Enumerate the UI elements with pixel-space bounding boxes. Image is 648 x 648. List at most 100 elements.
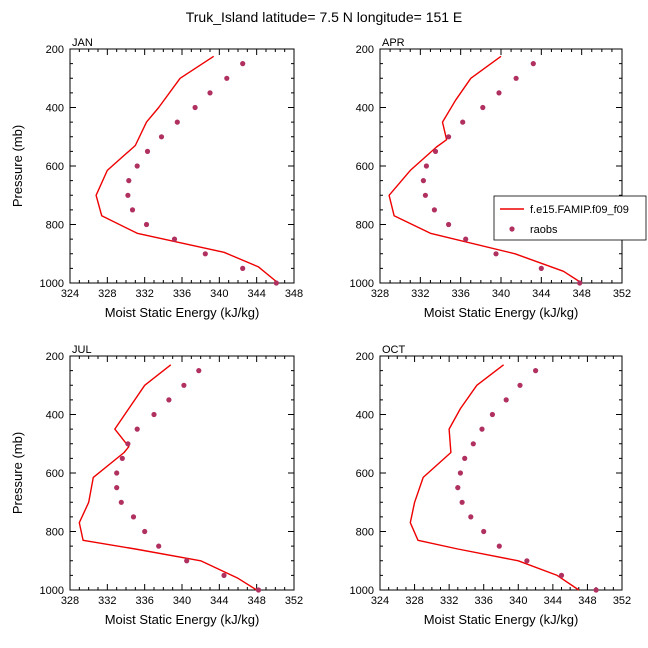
x-tick-label: 340 [492, 288, 510, 300]
x-tick-label: 332 [135, 288, 153, 300]
raobs-marker [420, 178, 426, 184]
y-tick-label: 200 [46, 44, 64, 56]
raobs-marker [184, 558, 190, 564]
raobs-marker [126, 178, 132, 184]
x-tick-label: 328 [98, 288, 116, 300]
raobs-marker [192, 104, 198, 111]
x-tick-label: 340 [509, 595, 527, 607]
raobs-marker [144, 148, 151, 154]
model-profile-line [95, 55, 279, 284]
raobs-marker [130, 514, 137, 520]
raobs-marker [538, 265, 544, 271]
raobs-marker [422, 192, 428, 198]
raobs-marker [125, 441, 131, 447]
raobs-marker [255, 587, 262, 593]
raobs-marker [468, 514, 474, 520]
raobs-marker [593, 587, 599, 593]
raobs-marker [470, 441, 476, 447]
x-tick-label: 348 [572, 288, 590, 300]
raobs-marker [156, 543, 162, 549]
y-tick-label: 400 [356, 410, 374, 422]
raobs-marker [463, 236, 469, 242]
x-axis-label: Moist Static Energy (kJ/kg) [105, 305, 260, 320]
raobs-marker [446, 134, 452, 140]
raobs-marker [455, 485, 461, 491]
y-tick-label: 400 [46, 103, 64, 115]
x-tick-label: 348 [578, 595, 596, 607]
x-tick-label: 344 [532, 288, 550, 300]
x-tick-label: 328 [371, 288, 389, 300]
raobs-marker [142, 528, 148, 535]
raobs-marker [114, 470, 120, 476]
raobs-marker [174, 119, 180, 125]
y-tick-label: 1000 [350, 278, 374, 290]
x-tick-label: 344 [544, 595, 562, 607]
figure-title: Truk_Island latitude= 7.5 N longitude= 1… [186, 9, 463, 25]
y-tick-label: 200 [356, 351, 374, 363]
raobs-marker [134, 163, 140, 169]
y-tick-label: 200 [356, 44, 374, 56]
y-tick-label: 600 [46, 161, 64, 173]
y-tick-label: 600 [356, 468, 374, 480]
y-tick-label: 400 [46, 410, 64, 422]
y-tick-label: 800 [46, 527, 64, 539]
x-tick-label: 344 [210, 595, 228, 607]
legend-obs-swatch [509, 226, 515, 232]
x-tick-label: 328 [405, 595, 423, 607]
panel-title: JUL [72, 344, 92, 356]
raobs-marker [224, 75, 230, 81]
raobs-marker [240, 61, 246, 67]
x-tick-label: 324 [371, 595, 389, 607]
x-tick-label: 336 [135, 595, 153, 607]
y-axis-label: Pressure (mb) [10, 125, 25, 207]
raobs-marker [503, 397, 509, 403]
raobs-marker [513, 75, 519, 81]
raobs-marker [125, 192, 131, 198]
raobs-marker [207, 90, 213, 96]
x-tick-label: 348 [247, 595, 265, 607]
raobs-marker [462, 455, 468, 461]
y-tick-label: 200 [46, 351, 64, 363]
y-axis-label: Pressure (mb) [10, 432, 25, 514]
x-tick-label: 336 [475, 595, 493, 607]
x-tick-label: 332 [98, 595, 116, 607]
panel-title: JAN [72, 37, 93, 49]
raobs-marker [496, 543, 502, 549]
x-tick-label: 352 [613, 595, 631, 607]
raobs-marker [489, 411, 495, 418]
x-tick-label: 332 [411, 288, 429, 300]
raobs-marker [493, 251, 499, 257]
y-tick-label: 800 [46, 220, 64, 232]
x-tick-label: 336 [173, 288, 191, 300]
raobs-marker [446, 221, 452, 228]
raobs-marker [166, 397, 172, 403]
raobs-marker [221, 572, 227, 579]
raobs-marker [171, 236, 178, 242]
raobs-marker [273, 280, 279, 286]
model-profile-line [388, 55, 583, 284]
raobs-marker [459, 499, 465, 505]
x-axis-label: Moist Static Energy (kJ/kg) [424, 305, 579, 320]
raobs-marker [496, 90, 502, 96]
raobs-marker [479, 426, 485, 432]
raobs-marker [423, 163, 429, 169]
panel-jul: JUL 328 332 336 340 344 348 352 200 400 600 800 1000… [10, 344, 303, 627]
y-tick-label: 1000 [350, 585, 374, 597]
model-profile-line [409, 364, 580, 591]
x-tick-label: 352 [285, 595, 303, 607]
y-tick-label: 800 [356, 527, 374, 539]
y-tick-label: 400 [356, 103, 374, 115]
panels-group: JAN 324 328 332 336 340 344 348 200 400 600 800 1000… [10, 37, 631, 627]
panel-oct: OCT 324 328 332 336 340 344 348 352 200 400 600 800 1… [350, 344, 632, 627]
raobs-marker [143, 221, 150, 228]
x-tick-label: 344 [247, 288, 265, 300]
raobs-marker [158, 134, 165, 140]
x-tick-label: 340 [210, 288, 228, 300]
raobs-marker [558, 572, 565, 579]
y-tick-label: 600 [356, 161, 374, 173]
raobs-marker [151, 411, 157, 418]
y-tick-label: 1000 [40, 585, 64, 597]
